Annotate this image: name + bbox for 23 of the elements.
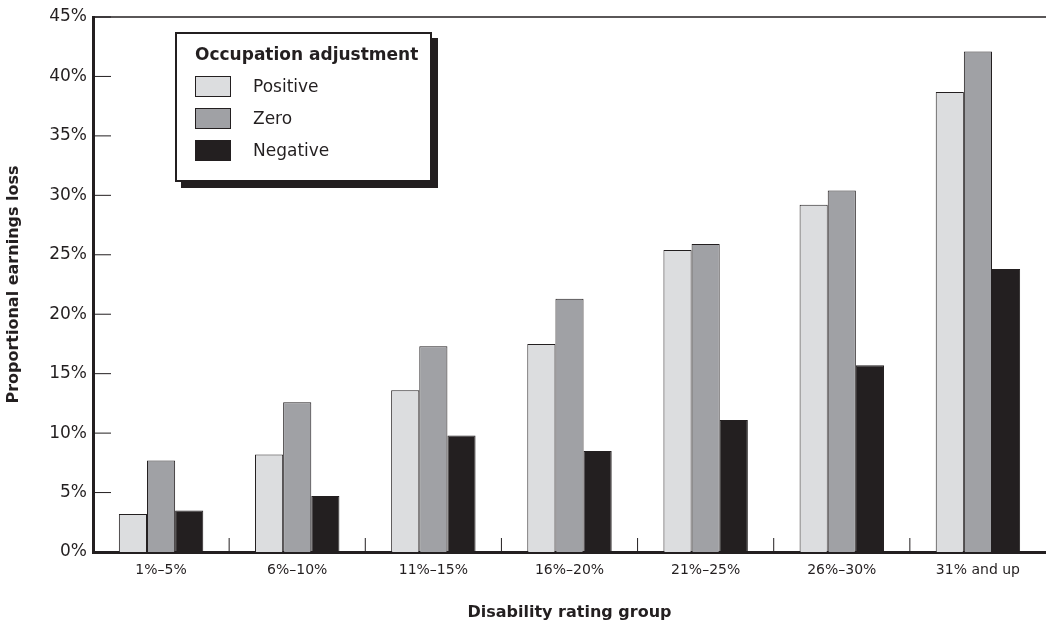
x-tick-label: 6%–10% <box>267 561 328 578</box>
y-tick-label: 30% <box>49 183 87 204</box>
x-tick-label: 26%–30% <box>807 561 877 578</box>
legend-title: Occupation adjustment <box>195 44 419 64</box>
x-axis-title: Disability rating group <box>467 601 672 621</box>
legend-label: Positive <box>253 76 319 96</box>
y-tick-label: 0% <box>60 540 87 561</box>
y-tick-label: 15% <box>49 362 87 383</box>
x-tick-label: 16%–20% <box>534 561 605 578</box>
x-tick-label: 21%–25% <box>671 561 741 578</box>
y-tick-label: 5% <box>60 480 87 501</box>
y-tick-label: 10% <box>49 421 87 442</box>
x-tick-label: 31% and up <box>935 561 1021 578</box>
x-tick-label: 11%–15% <box>398 561 468 578</box>
y-axis-title: Proportional earnings loss <box>2 165 22 404</box>
y-tick-label: 35% <box>49 124 87 145</box>
x-tick-label: 1%–5% <box>135 561 187 578</box>
legend-label: Zero <box>253 108 293 128</box>
y-tick-label: 20% <box>49 302 87 323</box>
legend-label: Negative <box>253 140 330 160</box>
y-tick-label: 40% <box>49 64 87 85</box>
y-tick-label: 25% <box>49 243 87 264</box>
y-tick-label: 45% <box>49 5 87 26</box>
